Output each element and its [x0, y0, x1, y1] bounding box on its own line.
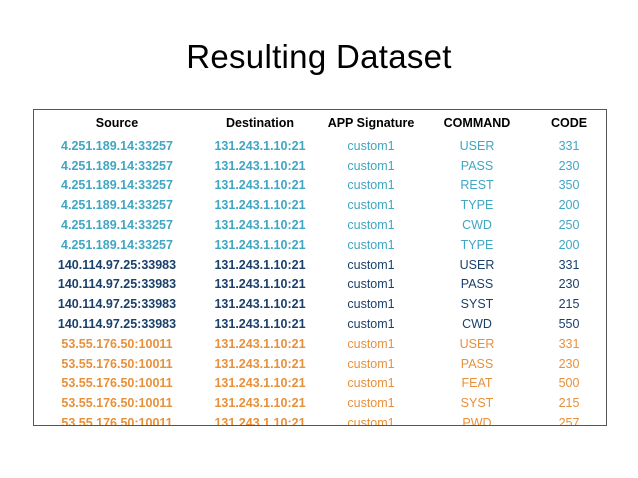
command-cell: TYPE [460, 198, 494, 213]
app-signature-cell: custom1 [347, 277, 395, 292]
source-cell: 53.55.176.50:10011 [61, 396, 173, 411]
destination-cell: 131.243.1.10:21 [214, 376, 306, 391]
source-cell: 140.114.97.25:33983 [57, 317, 177, 332]
destination-cell: 131.243.1.10:21 [214, 317, 306, 332]
code-cell: 200 [558, 198, 580, 213]
code-cell: 257 [558, 416, 580, 426]
header-app-signature: APP Signature [327, 116, 415, 130]
command-cell: REST [460, 178, 494, 193]
table-row: 53.55.176.50:10011 131.243.1.10:21 custom1… [34, 354, 606, 374]
command-cell: PWD [462, 416, 492, 426]
destination-cell: 131.243.1.10:21 [214, 257, 306, 272]
source-cell: 140.114.97.25:33983 [57, 257, 177, 272]
destination-cell: 131.243.1.10:21 [214, 336, 306, 351]
command-cell: PASS [460, 277, 494, 292]
code-cell: 331 [558, 138, 580, 153]
source-cell: 140.114.97.25:33983 [57, 297, 177, 312]
table-row: 53.55.176.50:10011 131.243.1.10:21 custom1… [34, 334, 606, 354]
code-cell: 550 [558, 317, 580, 332]
table-row: 53.55.176.50:10011 131.243.1.10:21 custom1… [34, 374, 606, 394]
app-signature-cell: custom1 [347, 376, 395, 391]
table-row: 4.251.189.14:33257 131.243.1.10:21 custom1… [34, 156, 606, 176]
app-signature-cell: custom1 [347, 178, 395, 193]
table-row: 140.114.97.25:33983 131.243.1.10:21 custom… [34, 294, 606, 314]
source-cell: 4.251.189.14:33257 [61, 198, 173, 213]
command-cell: USER [459, 257, 495, 272]
destination-cell: 131.243.1.10:21 [214, 218, 306, 233]
header-destination: Destination [225, 116, 295, 130]
command-cell: USER [459, 138, 495, 153]
app-signature-cell: custom1 [347, 336, 395, 351]
command-cell: FEAT [461, 376, 493, 391]
app-signature-cell: custom1 [347, 138, 395, 153]
table-row: 4.251.189.14:33257 131.243.1.10:21 custom1… [34, 195, 606, 215]
app-signature-cell: custom1 [347, 317, 395, 332]
code-cell: 230 [558, 277, 580, 292]
table-row: 4.251.189.14:33257 131.243.1.10:21 custom1… [34, 136, 606, 156]
code-cell: 215 [558, 396, 580, 411]
command-cell: CWD [462, 218, 492, 233]
command-cell: PASS [460, 356, 494, 371]
table-row: 4.251.189.14:33257 131.243.1.10:21 custom1… [34, 176, 606, 196]
app-signature-cell: custom1 [347, 297, 395, 312]
destination-cell: 131.243.1.10:21 [214, 277, 306, 292]
app-signature-cell: custom1 [347, 158, 395, 173]
code-cell: 230 [558, 158, 580, 173]
destination-cell: 131.243.1.10:21 [214, 138, 306, 153]
code-cell: 331 [558, 336, 580, 351]
destination-cell: 131.243.1.10:21 [214, 297, 306, 312]
command-cell: SYST [460, 297, 494, 312]
table-row: 53.55.176.50:10011 131.243.1.10:21 custom1… [34, 393, 606, 413]
code-cell: 500 [558, 376, 580, 391]
destination-cell: 131.243.1.10:21 [214, 178, 306, 193]
command-cell: TYPE [460, 237, 494, 252]
app-signature-cell: custom1 [347, 257, 395, 272]
header-command: COMMAND [443, 116, 511, 130]
code-cell: 200 [558, 237, 580, 252]
app-signature-cell: custom1 [347, 416, 395, 426]
table-row: 140.114.97.25:33983 131.243.1.10:21 custom… [34, 314, 606, 334]
dataset-table: Source Destination APP Signature COMMAND… [33, 109, 607, 426]
source-cell: 4.251.189.14:33257 [61, 237, 173, 252]
command-cell: USER [459, 336, 495, 351]
command-cell: PASS [460, 158, 494, 173]
header-source: Source [95, 116, 139, 130]
table-row: 4.251.189.14:33257 131.243.1.10:21 custom1… [34, 215, 606, 235]
destination-cell: 131.243.1.10:21 [214, 416, 306, 426]
source-cell: 53.55.176.50:10011 [61, 356, 173, 371]
source-cell: 140.114.97.25:33983 [57, 277, 177, 292]
destination-cell: 131.243.1.10:21 [214, 237, 306, 252]
app-signature-cell: custom1 [347, 356, 395, 371]
code-cell: 350 [558, 178, 580, 193]
code-cell: 230 [558, 356, 580, 371]
source-cell: 4.251.189.14:33257 [61, 218, 173, 233]
code-cell: 215 [558, 297, 580, 312]
page-title: Resulting Dataset [186, 38, 452, 75]
table-body: 4.251.189.14:33257 131.243.1.10:21 custom1… [34, 136, 606, 426]
source-cell: 53.55.176.50:10011 [61, 416, 173, 426]
code-cell: 250 [558, 218, 580, 233]
table-header-row: Source Destination APP Signature COMMAND… [34, 110, 606, 136]
source-cell: 4.251.189.14:33257 [61, 178, 173, 193]
code-cell: 331 [558, 257, 580, 272]
app-signature-cell: custom1 [347, 218, 395, 233]
destination-cell: 131.243.1.10:21 [214, 198, 306, 213]
destination-cell: 131.243.1.10:21 [214, 396, 306, 411]
table-row: 140.114.97.25:33983 131.243.1.10:21 custom… [34, 255, 606, 275]
table-row: 140.114.97.25:33983 131.243.1.10:21 custom… [34, 275, 606, 295]
app-signature-cell: custom1 [347, 198, 395, 213]
table-row: 4.251.189.14:33257 131.243.1.10:21 custom1… [34, 235, 606, 255]
command-cell: SYST [460, 396, 494, 411]
source-cell: 4.251.189.14:33257 [61, 158, 173, 173]
source-cell: 53.55.176.50:10011 [61, 336, 173, 351]
destination-cell: 131.243.1.10:21 [214, 356, 306, 371]
app-signature-cell: custom1 [347, 237, 395, 252]
destination-cell: 131.243.1.10:21 [214, 158, 306, 173]
header-code: CODE [550, 116, 588, 130]
source-cell: 53.55.176.50:10011 [61, 376, 173, 391]
app-signature-cell: custom1 [347, 396, 395, 411]
table-row: 53.55.176.50:10011 131.243.1.10:21 custom1… [34, 413, 606, 426]
command-cell: CWD [462, 317, 492, 332]
source-cell: 4.251.189.14:33257 [61, 138, 173, 153]
